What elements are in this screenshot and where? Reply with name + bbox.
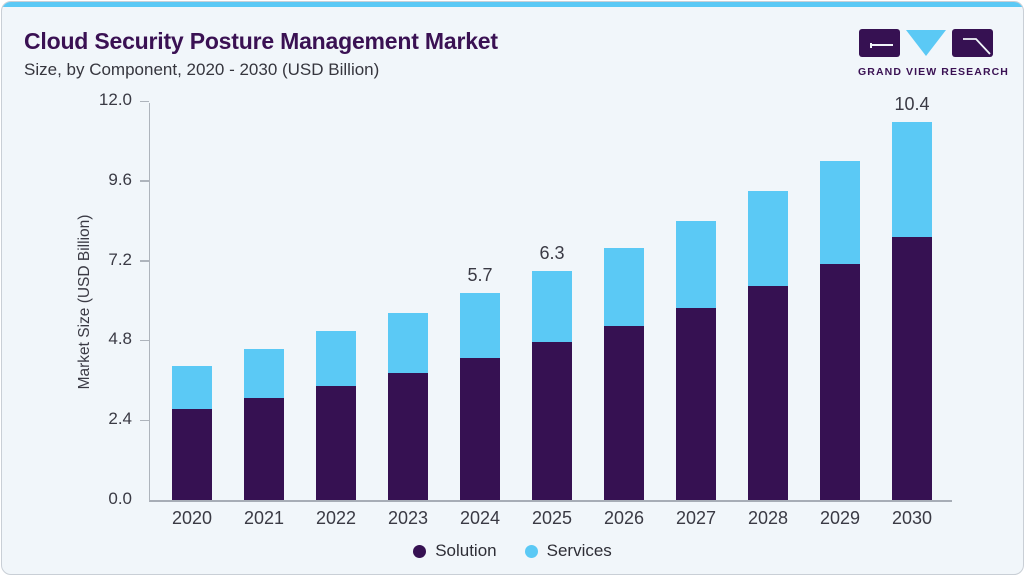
x-axis-label-2021: 2021	[243, 508, 285, 528]
y-axis-tick	[140, 180, 149, 182]
x-axis-label-2025: 2025	[531, 508, 573, 528]
page-subtitle: Size, by Component, 2020 - 2030 (USD Bil…	[24, 60, 380, 79]
grand-view-research-logo: GRAND VIEW RESEARCH	[858, 29, 1009, 78]
bar-2025-solution-segment	[532, 342, 572, 500]
bar-2028-solution-segment	[748, 285, 788, 500]
bar-2028-services-segment	[748, 191, 788, 286]
bar-2024-solution-segment	[460, 358, 500, 500]
bar-2027-services-segment	[676, 220, 716, 308]
total-label-2030: 10.4	[894, 94, 930, 115]
y-axis-tick	[140, 419, 149, 422]
x-axis-label-2029: 2029	[819, 508, 861, 528]
legend: Solution Services	[2, 541, 1023, 561]
y-tick-label: 7.2	[108, 249, 132, 269]
bar-2029-solution-segment	[820, 264, 860, 500]
y-tick-label: 9.6	[108, 169, 132, 189]
bar-2027-solution-segment	[676, 307, 716, 500]
bar-2026-solution-segment	[604, 325, 644, 500]
legend-label-services: Services	[546, 541, 612, 560]
total-label-2025: 6.3	[539, 243, 565, 264]
solution-legend-dot-icon	[413, 544, 427, 558]
bar-2030-services-segment	[892, 122, 932, 237]
logo-text: GRAND VIEW RESEARCH	[858, 66, 1009, 78]
bar-2022-solution-segment	[316, 385, 356, 500]
bar-2023-solution-segment	[388, 372, 428, 500]
bar-2022-services-segment	[316, 331, 356, 386]
legend-item-services: Services	[524, 541, 612, 561]
gvr-logo-icon	[859, 29, 993, 57]
y-tick-label: 4.8	[108, 329, 132, 349]
x-axis-label-2020: 2020	[171, 508, 213, 528]
bar-2021-services-segment	[244, 349, 284, 399]
x-axis-label-2024: 2024	[459, 508, 501, 528]
x-axis-label-2027: 2027	[675, 508, 717, 528]
x-axis-label-2028: 2028	[747, 508, 789, 528]
bar-2025-services-segment	[532, 271, 572, 343]
legend-label-solution: Solution	[435, 541, 497, 560]
y-tick-label: 12.0	[98, 90, 132, 109]
bar-2020-services-segment	[172, 365, 212, 410]
x-axis-label-2023: 2023	[387, 508, 429, 528]
legend-item-solution: Solution	[413, 541, 497, 561]
y-axis-tick	[140, 260, 149, 262]
plot-area: 0.0 2.4 4.8 7.2 9.6 12.0 2020 2021 2022 2023 2024 5…	[99, 90, 952, 528]
top-accent-bar	[2, 2, 1023, 7]
x-axis-label-2026: 2026	[603, 508, 645, 528]
bar-2026-services-segment	[604, 247, 644, 326]
y-tick-label: 2.4	[108, 409, 132, 429]
x-axis-label-2030: 2030	[891, 508, 933, 528]
bar-2021-solution-segment	[244, 398, 284, 500]
bar-2020-solution-segment	[172, 409, 212, 500]
page-title: Cloud Security Posture Management Market	[24, 28, 498, 54]
y-axis-tick	[140, 339, 149, 342]
y-axis-title: Market Size (USD Billion)	[76, 214, 93, 390]
y-axis-tick	[140, 100, 149, 102]
bar-2030-solution-segment	[892, 236, 932, 500]
bar-2023-services-segment	[388, 313, 428, 373]
total-label-2024: 5.7	[467, 265, 493, 286]
y-tick-label: 0.0	[108, 489, 132, 508]
x-axis-label-2022: 2022	[315, 508, 357, 528]
bar-2024-services-segment	[460, 293, 500, 359]
services-legend-dot-icon	[524, 544, 538, 558]
bar-2029-services-segment	[820, 160, 860, 265]
